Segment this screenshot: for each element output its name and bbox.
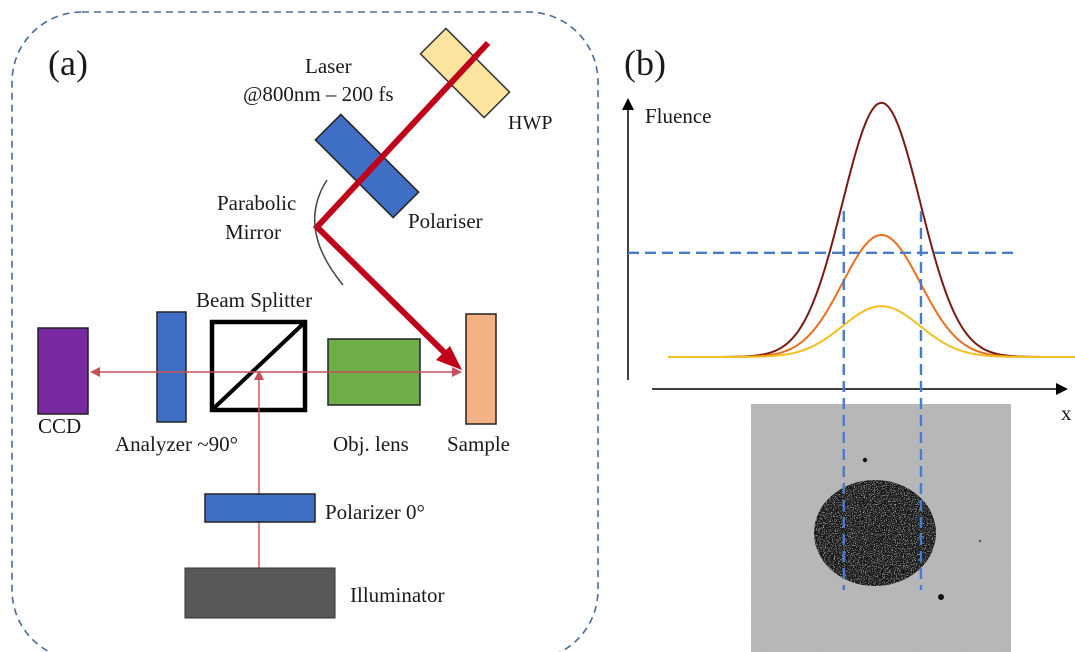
curve-high-fluence (668, 101, 1075, 358)
sample-box (465, 313, 497, 425)
analyzer-plate (156, 311, 187, 423)
laser-label-line1: Laser (305, 54, 352, 78)
x-axis-label: x (1061, 401, 1072, 425)
illuminator-box (184, 567, 336, 619)
y-axis-label: Fluence (645, 104, 711, 128)
hwp-label: HWP (508, 112, 552, 134)
parabolic-label-line1: Parabolic (217, 191, 296, 215)
illuminator-label: Illuminator (350, 583, 444, 607)
parabolic-mirror (313, 179, 344, 286)
laser-label-line2: @800nm – 200 fs (243, 82, 394, 106)
ccd-box (37, 327, 89, 415)
beam-splitter-label: Beam Splitter (196, 288, 312, 312)
panel-b: (b) Fluence x (622, 43, 1075, 652)
panel-a-border (11, 11, 599, 652)
polariser-label: Polariser (408, 209, 483, 233)
sample-label: Sample (447, 432, 510, 456)
ablation-spot (814, 480, 936, 586)
panel-a-letter: (a) (48, 43, 88, 83)
threshold-guides (628, 211, 1018, 590)
polarizer0-label: Polarizer 0° (325, 500, 425, 524)
panel-b-letter: (b) (624, 43, 666, 83)
curve-low-fluence (668, 305, 1075, 358)
parabolic-label-line2: Mirror (225, 220, 281, 244)
polarizer-0-plate (204, 493, 316, 523)
ccd-label: CCD (38, 414, 81, 438)
polariser-plate (314, 113, 420, 219)
debris-dot (862, 457, 868, 463)
laser-beam (312, 40, 491, 363)
analyzer-label: Analyzer ~90° (115, 432, 238, 456)
debris-dot (978, 539, 982, 543)
beam-splitter-diagonal (212, 322, 305, 410)
laser-beam-arrowhead (436, 346, 462, 370)
obj-lens-label: Obj. lens (333, 432, 409, 456)
fluence-curves (668, 101, 1075, 358)
debris-dot (938, 594, 944, 600)
panel-a: (a) Laser @800nm – 200 fs HWP Po (11, 11, 599, 652)
